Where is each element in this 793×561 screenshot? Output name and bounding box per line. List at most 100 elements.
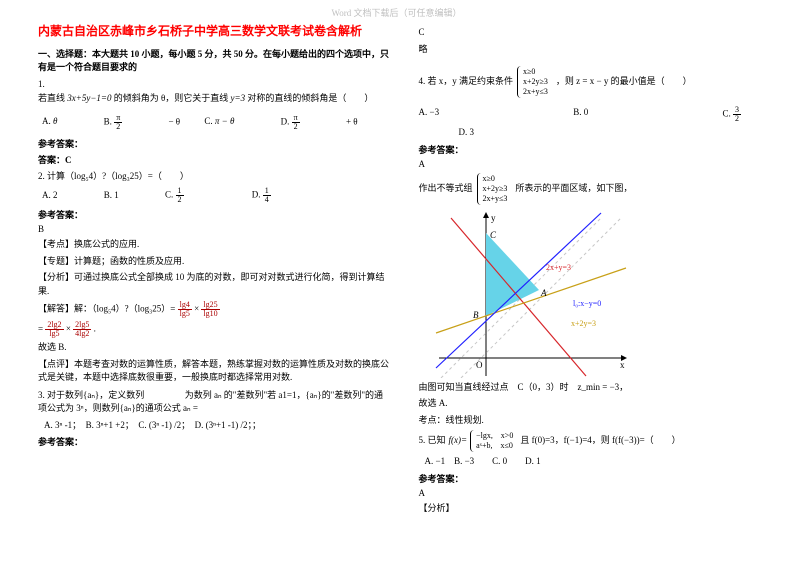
q1-answer: 答案：C <box>38 153 391 166</box>
pt-c-label: C <box>490 230 497 240</box>
origin-label: O <box>476 360 483 370</box>
q2-choice-d: D. 14 <box>252 187 315 204</box>
q2-frac1: lg4lg5 <box>178 301 192 318</box>
two-column-layout: 内蒙古自治区赤峰市乡石桥子中学高三数学文联考试卷含解析 一、选择题：本大题共 1… <box>0 23 793 518</box>
q4-choice-d: D. 3 <box>459 126 772 140</box>
q1-number: 1. <box>38 79 391 89</box>
frac-d: lg10 <box>201 310 219 318</box>
q4-work-cases: x≥0 x+2y≥3 2x+y≤3 <box>477 173 512 205</box>
q4-choice-b: B. 0 <box>573 106 588 123</box>
q2-choice-b: B. 1 <box>104 190 141 200</box>
q2-frac4: 2lg54lg2 <box>73 321 91 338</box>
case-row: x+2y≥3 <box>523 77 548 87</box>
case-row: aˣ+b, x≤0 <box>476 441 513 451</box>
line4-label: x+2y=3 <box>571 319 596 328</box>
q2-ref-label: 参考答案： <box>38 208 391 221</box>
q4-text-b: ，则 z = x − y 的最小值是（ ） <box>556 75 692 89</box>
q4-cases: x≥0 x+2y≥3 2x+y≤3 <box>517 66 552 98</box>
line3-label: l₀:x−y=0 <box>573 299 601 308</box>
q4-stem: 4. 若 x，y 满足约束条件 x≥0 x+2y≥3 2x+y≤3 ，则 z =… <box>419 66 772 98</box>
q5-choices: A. −1 B. −3 C. 0 D. 1 <box>425 455 772 469</box>
q1-expr2: y=3 <box>231 93 246 103</box>
q1-expr: 3x+5y−1=0 <box>67 93 111 103</box>
q2-frac3: 2lg2lg5 <box>45 321 63 338</box>
frac-d: lg5 <box>45 330 63 338</box>
q1-a-val: θ <box>53 116 57 126</box>
q4-ref-label: 参考答案： <box>419 143 772 156</box>
case-row: x≥0 <box>483 174 508 184</box>
q1-choice-d: D. π2 + θ <box>281 114 358 131</box>
right-column: C 略 4. 若 x，y 满足约束条件 x≥0 x+2y≥3 2x+y≤3 ，则… <box>419 23 772 518</box>
q2-zhuanti: 【专题】计算题；函数的性质及应用. <box>38 255 391 269</box>
pt-b-label: B <box>473 310 479 320</box>
q2-stem: 2. 计算（log₅4）?（log₃25）=（ ） <box>38 170 391 184</box>
q2-choice-a: A. 2 <box>42 190 80 200</box>
q4-answer: A <box>419 159 772 169</box>
line1-label: 2x+y=3 <box>546 263 571 272</box>
q1-stem: 若直线 3x+5y−1=0 的倾斜角为 θ，则它关于直线 y=3 对称的直线的倾… <box>38 92 391 106</box>
q1-text-c: 对称的直线的倾斜角是（ ） <box>247 93 373 103</box>
q4-work-b: 所表示的平面区域，如下图， <box>515 182 632 196</box>
q2-choices: A. 2 B. 1 C. 12 D. 14 <box>42 187 391 204</box>
pt-a-label: A <box>540 288 547 298</box>
q4-choices: A. −3 B. 0 C. 32 D. 3 <box>419 106 772 140</box>
left-column: 内蒙古自治区赤峰市乡石桥子中学高三数学文联考试卷含解析 一、选择题：本大题共 1… <box>38 23 391 518</box>
q5-text-b: 且 f(0)=3，f(−1)=4，则 f(f(−3))=（ ） <box>520 434 680 448</box>
q1-text-a: 若直线 <box>38 93 67 103</box>
axis-x-label: x <box>620 360 625 370</box>
q5-fx: f(x)= <box>449 434 468 448</box>
q4-d-val: 3 <box>470 127 475 137</box>
q1-c-val: π − θ <box>215 116 235 126</box>
q4-text-a: 4. 若 x，y 满足约束条件 <box>419 75 514 89</box>
q2-answer: B <box>38 224 391 234</box>
q4-work-a: 作出不等式组 <box>419 182 473 196</box>
section-1-heading: 一、选择题：本大题共 10 小题，每小题 5 分，共 50 分。在每小题给出的四… <box>38 47 391 73</box>
q3-omit: 略 <box>419 43 772 57</box>
q2-jieda: 【解答】解：（log₅4）?（log₃25）= lg4lg5 × lg25lg1… <box>38 301 391 318</box>
q5-answer: A <box>419 488 772 498</box>
q3-choices: A. 3ⁿ -1； B. 3ⁿ+1 +2； C. (3ⁿ -1) /2； D. … <box>44 419 391 433</box>
q2-frac2: lg25lg10 <box>201 301 219 318</box>
q5-cases: −lgx, x>0 aˣ+b, x≤0 <box>470 430 517 452</box>
q2-sol-label: 【解答】解：（log₅4）?（log₃25）= <box>38 304 175 314</box>
q5-fenxi: 【分析】 <box>419 502 772 516</box>
frac-d: 4lg2 <box>73 330 91 338</box>
q3-ref-label: 参考答案： <box>38 435 391 448</box>
q2-b-val: 1 <box>114 190 119 200</box>
doc-title: 内蒙古自治区赤峰市乡石桥子中学高三数学文联考试卷含解析 <box>38 23 391 39</box>
case-row: −lgx, x>0 <box>476 431 513 441</box>
case-row: x+2y≥3 <box>483 184 508 194</box>
q1-text-b: 的倾斜角为 θ，则它关于直线 <box>114 93 231 103</box>
q5-text-a: 5. 已知 <box>419 434 446 448</box>
page-header: Word 文档下载后（可任意编辑） <box>0 0 793 23</box>
q4-a-val: −3 <box>430 107 440 117</box>
q4-concl2: 故选 A. <box>419 397 772 411</box>
frac-d: lg5 <box>178 310 192 318</box>
q1-ref-label: 参考答案： <box>38 137 391 150</box>
q4-concl1: 由图可知当直线经过点 C（0，3）时 z_min = −3， <box>419 381 772 395</box>
q1-choices: A. θ B. π2 − θ C. π − θ D. π2 + θ <box>42 114 391 131</box>
q3-stem: 3. 对于数列{aₙ}，定义数列 为数列 aₙ 的"差数列"若 a1=1，{aₙ… <box>38 389 391 416</box>
q4-choice-c: C. 32 <box>722 106 741 123</box>
q5-stem: 5. 已知 f(x)= −lgx, x>0 aˣ+b, x≤0 且 f(0)=3… <box>419 430 772 452</box>
q1-choice-a: A. θ <box>42 116 79 126</box>
q2-kaodian: 【考点】换底公式的应用. <box>38 238 391 252</box>
q2-fenxi: 【分析】可通过换底公式全部换成 10 为底的对数，即可对对数式进行化简，得到计算… <box>38 271 391 298</box>
q2-jieda-2: = 2lg2lg5 × 2lg54lg2 . <box>38 321 391 338</box>
q4-b-val: 0 <box>584 107 589 117</box>
q3-answer-c: C <box>419 26 772 40</box>
q2-choice-c: C. 12 <box>165 187 228 204</box>
q1-choice-b: B. π2 − θ <box>104 114 180 131</box>
q4-kaodian: 考点：线性规划. <box>419 414 772 428</box>
case-row: 2x+y≤3 <box>523 87 548 97</box>
q2-dianping: 【点评】本题考查对数的运算性质，解答本题，熟练掌握对数的运算性质及对数的换底公式… <box>38 358 391 385</box>
case-row: x≥0 <box>523 67 548 77</box>
q2-a-val: 2 <box>53 190 58 200</box>
q4-work: 作出不等式组 x≥0 x+2y≥3 2x+y≤3 所表示的平面区域，如下图， <box>419 173 772 205</box>
q4-choice-a: A. −3 <box>419 106 440 123</box>
q5-ref-label: 参考答案： <box>419 472 772 485</box>
feasible-region-chart: y x O C B A 2x+y=3 l₀:x−y=0 x+2y=3 <box>431 208 631 378</box>
case-row: 2x+y≤3 <box>483 194 508 204</box>
q2-pick: 故选 B. <box>38 341 391 355</box>
q1-choice-c: C. π − θ <box>204 116 256 126</box>
